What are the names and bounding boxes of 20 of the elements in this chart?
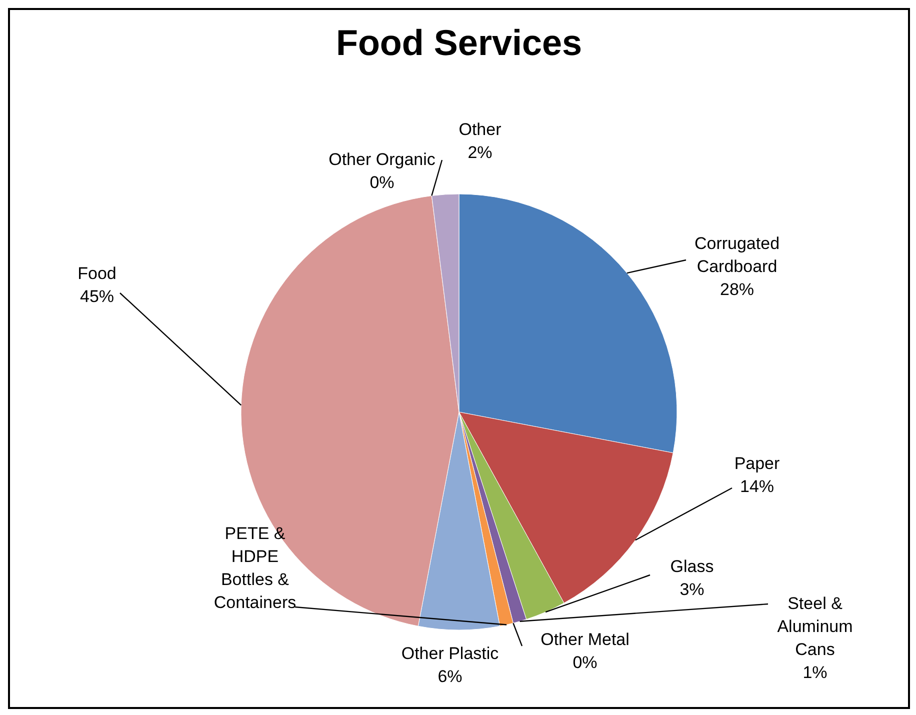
category-label: Other Organic [328, 150, 436, 169]
text: 0% [572, 652, 598, 672]
slice-label: Glass [670, 557, 714, 576]
slice-label: Food [78, 264, 116, 283]
slice-label: PETE & HDPE Bottles & Containers [214, 524, 296, 612]
slice-label: Corrugated Cardboard [694, 234, 780, 276]
chart-title: Food Services [334, 22, 584, 64]
data-label: 28% [720, 280, 754, 299]
text: 0% [370, 172, 394, 192]
data-label: 3% [680, 580, 704, 599]
data-label: 6% [438, 666, 462, 686]
slice-label: Paper [734, 454, 780, 473]
data-label: 1% [802, 662, 828, 682]
data-label: 45% [80, 286, 114, 306]
slice-label: Other [458, 120, 502, 139]
data-label: 2% [468, 142, 492, 162]
data-label: 14% [740, 476, 774, 496]
slice-label: Other Plastic [401, 644, 500, 663]
slice-label: Steel & Aluminum Cans [777, 594, 853, 659]
legend-label: Other Metal [540, 630, 630, 649]
